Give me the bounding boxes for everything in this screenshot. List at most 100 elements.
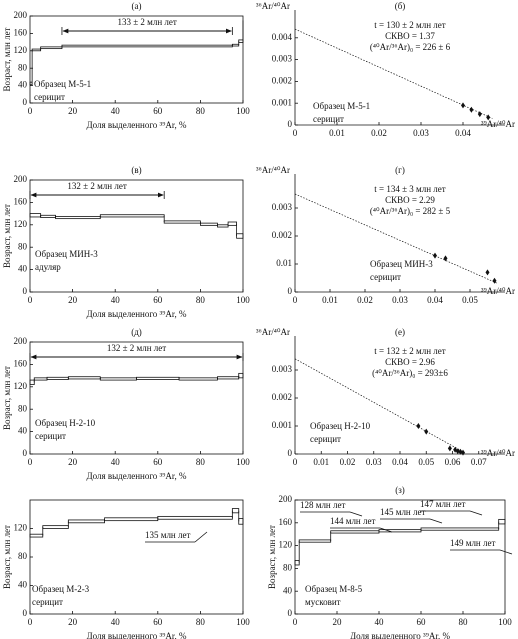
y-tick-label: 120 xyxy=(14,381,28,391)
y-tick-label: 40 xyxy=(18,426,28,436)
y-tick-label: 0.001 xyxy=(272,420,292,430)
x-tick-label: 0.04 xyxy=(427,295,443,305)
x-tick-label: 60 xyxy=(153,106,163,116)
age-step xyxy=(99,214,165,218)
y-tick-label: 160 xyxy=(14,196,28,206)
y-tick-label: 0.003 xyxy=(272,202,293,212)
panel-label: (г) xyxy=(395,165,405,175)
x-tick-label: 20 xyxy=(333,617,343,627)
y-tick-label: 0.003 xyxy=(272,54,293,64)
age-step xyxy=(67,519,105,524)
age-step xyxy=(61,44,233,48)
y-tick-label: 0 xyxy=(288,448,293,458)
x-tick-label: 40 xyxy=(111,617,121,627)
label-leader xyxy=(194,531,208,543)
x-tick-label: 20 xyxy=(68,617,78,627)
y-tick-label: 80 xyxy=(18,241,28,251)
sample-label: Образец М-8-5 xyxy=(305,584,363,594)
x-axis-label: Доля выделенного ³⁹Ar, % xyxy=(86,120,187,130)
x-tick-label: 0.03 xyxy=(392,295,408,305)
y-tick-label: 0.002 xyxy=(272,230,292,240)
age-step xyxy=(40,214,56,218)
fit-annotation: t = 130 ± 2 млн лет xyxy=(374,20,446,30)
y-axis-label: ³⁶Ar/⁴⁰Ar xyxy=(256,165,290,175)
y-tick-label: 80 xyxy=(283,562,293,572)
plot-frame xyxy=(29,179,244,293)
x-tick-label: 0.04 xyxy=(455,128,471,138)
x-tick-label: 0.02 xyxy=(371,128,387,138)
x-tick-label: 80 xyxy=(196,295,206,305)
fit-annotation: t = 134 ± 3 млн лет xyxy=(374,184,446,194)
y-tick-label: 0 xyxy=(288,119,293,129)
y-axis-label: Возраст, млн лет xyxy=(2,366,12,430)
x-axis-label: ³⁹Ar/⁴⁰Ar xyxy=(481,119,515,129)
sample-label: Образец Н-2-10 xyxy=(35,418,96,428)
x-tick-label: 0.02 xyxy=(357,295,373,305)
y-tick-label: 200 xyxy=(279,494,293,504)
fit-annotation: (⁴⁰Ar/³⁶Ar)₀ = 282 ± 5 xyxy=(370,206,451,216)
age-step xyxy=(104,517,159,522)
plateau-label: 132 ± 2 млн лет xyxy=(107,343,166,353)
age-label: 149 млн лет xyxy=(450,538,495,548)
y-tick-label: 0 xyxy=(288,608,293,618)
y-tick-label: 0 xyxy=(23,448,28,458)
age-step xyxy=(217,224,229,228)
sample-label: Образец МИН-3 xyxy=(35,249,98,259)
data-point xyxy=(492,277,497,284)
plot-frame xyxy=(29,341,244,455)
age-step xyxy=(217,376,240,380)
data-point xyxy=(486,114,491,121)
label-leader xyxy=(349,511,363,517)
data-point xyxy=(458,448,463,455)
age-step xyxy=(29,533,44,538)
age-label: 128 млн лет xyxy=(300,500,345,510)
x-tick-label: 0 xyxy=(28,295,33,305)
x-tick-label: 40 xyxy=(111,106,121,116)
y-tick-label: 40 xyxy=(18,264,28,274)
panel-label: (а) xyxy=(132,1,142,11)
fit-annotation: СКВО = 2.96 xyxy=(385,357,435,367)
data-point xyxy=(416,423,421,429)
x-tick-label: 60 xyxy=(153,295,163,305)
panel-label: (б) xyxy=(395,1,406,11)
y-tick-label: 120 xyxy=(14,45,28,55)
x-tick-label: 100 xyxy=(236,106,250,116)
x-tick-label: 0.01 xyxy=(329,128,345,138)
y-tick-label: 40 xyxy=(18,80,28,90)
sample-label: Образец МИН-3 xyxy=(370,259,433,269)
x-tick-label: 80 xyxy=(459,617,469,627)
age-step xyxy=(238,372,244,379)
y-axis-label: ³⁶Ar/⁴⁰Ar xyxy=(256,327,290,337)
age-step xyxy=(231,508,240,514)
x-tick-label: 80 xyxy=(196,457,206,467)
y-tick-label: 80 xyxy=(18,551,28,561)
y-tick-label: 0.004 xyxy=(272,32,293,42)
x-tick-label: 0 xyxy=(28,106,33,116)
x-tick-label: 0.01 xyxy=(322,295,338,305)
y-tick-label: 0 xyxy=(23,286,28,296)
data-point xyxy=(433,252,437,259)
x-tick-label: 60 xyxy=(417,617,427,627)
fit-line xyxy=(294,28,493,119)
y-axis-label: Возраст, млн лет xyxy=(2,204,12,268)
sample-label: Образец М-5-1 xyxy=(313,101,370,111)
data-point xyxy=(461,449,465,456)
x-tick-label: 80 xyxy=(196,617,206,627)
age-step xyxy=(40,46,63,50)
x-tick-label: 20 xyxy=(68,106,78,116)
x-tick-label: 0.05 xyxy=(462,295,478,305)
data-point xyxy=(469,106,474,113)
x-tick-label: 60 xyxy=(153,617,163,627)
y-tick-label: 0.001 xyxy=(272,97,292,107)
age-step xyxy=(46,376,69,380)
data-point xyxy=(443,255,448,262)
x-tick-label: 0 xyxy=(293,617,298,627)
y-tick-label: 160 xyxy=(279,517,293,527)
age-step xyxy=(157,515,233,520)
x-tick-label: 20 xyxy=(68,457,78,467)
y-tick-label: 200 xyxy=(14,336,28,346)
data-point xyxy=(424,428,429,435)
plateau-label: 132 ± 2 млн лет xyxy=(67,181,126,191)
x-axis-label: Доля выделенного ³⁹Ar, % xyxy=(86,631,187,639)
